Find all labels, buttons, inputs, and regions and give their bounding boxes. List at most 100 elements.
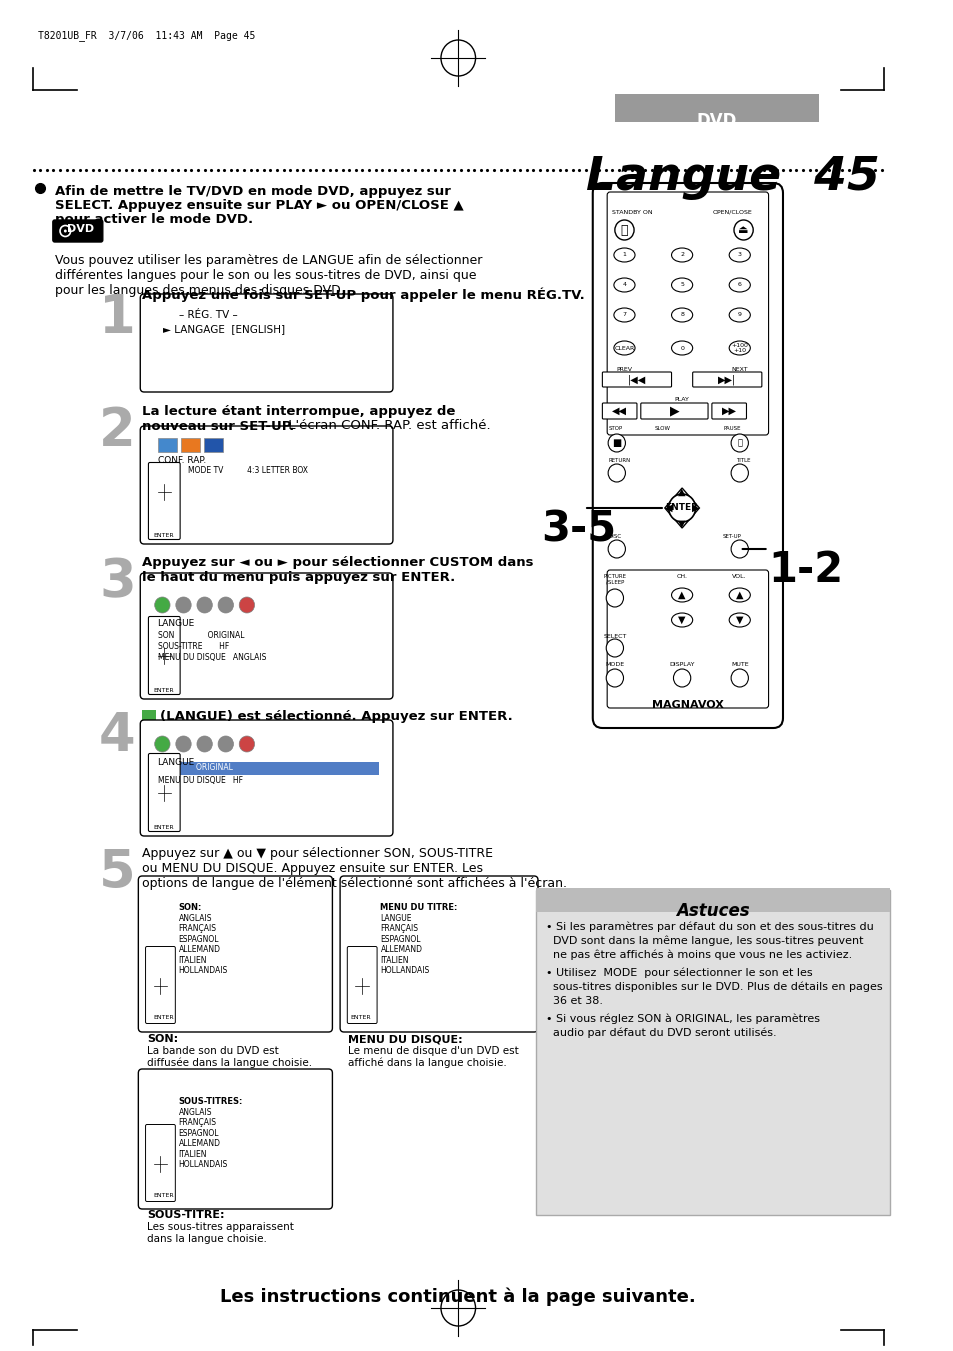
Text: MENU DU DISQUE   HF: MENU DU DISQUE HF <box>157 775 242 785</box>
Ellipse shape <box>728 340 749 355</box>
Text: ▶: ▶ <box>691 503 699 513</box>
Text: ENTER: ENTER <box>153 688 174 693</box>
Circle shape <box>668 494 695 521</box>
Text: ENTER: ENTER <box>153 825 174 830</box>
Text: MODE: MODE <box>604 662 624 667</box>
Text: ▲: ▲ <box>735 590 742 600</box>
Circle shape <box>730 463 747 482</box>
FancyBboxPatch shape <box>140 573 393 698</box>
Bar <box>142 711 155 724</box>
Ellipse shape <box>728 613 749 627</box>
Text: CONF. RAP.: CONF. RAP. <box>157 457 206 465</box>
FancyBboxPatch shape <box>601 372 671 386</box>
Text: 4: 4 <box>99 711 135 762</box>
Text: PREV: PREV <box>616 367 632 372</box>
Text: ENTER: ENTER <box>153 1193 174 1198</box>
Text: 5: 5 <box>99 847 135 898</box>
Text: ▼: ▼ <box>678 519 685 530</box>
Text: 1: 1 <box>99 292 135 345</box>
Text: 9: 9 <box>737 312 741 317</box>
Text: SET-UP: SET-UP <box>721 534 740 539</box>
Bar <box>180 438 199 453</box>
Text: ne pas être affichés à moins que vous ne les activiez.: ne pas être affichés à moins que vous ne… <box>545 950 851 961</box>
Text: ⏸: ⏸ <box>737 439 741 447</box>
Text: Langue  45: Langue 45 <box>585 155 879 200</box>
Circle shape <box>730 540 747 558</box>
Text: 2: 2 <box>99 405 135 457</box>
Bar <box>155 762 378 775</box>
Text: DVD: DVD <box>67 224 94 234</box>
Circle shape <box>175 597 191 613</box>
Text: 2: 2 <box>679 253 683 258</box>
Circle shape <box>730 434 747 453</box>
FancyBboxPatch shape <box>615 95 818 122</box>
Text: 1-2: 1-2 <box>768 549 842 590</box>
Circle shape <box>607 540 625 558</box>
Text: ▲: ▲ <box>678 590 685 600</box>
Circle shape <box>605 589 623 607</box>
Ellipse shape <box>671 249 692 262</box>
Text: – RÉG. TV –: – RÉG. TV – <box>178 309 237 320</box>
FancyBboxPatch shape <box>711 403 745 419</box>
Text: ENTER: ENTER <box>351 1015 371 1020</box>
Text: PICTURE
/SLEEP: PICTURE /SLEEP <box>602 574 626 585</box>
Text: audio par défaut du DVD seront utilisés.: audio par défaut du DVD seront utilisés. <box>545 1028 776 1039</box>
FancyBboxPatch shape <box>146 947 175 1024</box>
Text: CH.: CH. <box>676 574 687 580</box>
Bar <box>536 888 889 912</box>
Ellipse shape <box>613 340 635 355</box>
Text: La bande son du DVD est
diffusée dans la langue choisie.: La bande son du DVD est diffusée dans la… <box>147 1046 312 1069</box>
Ellipse shape <box>613 278 635 292</box>
Text: OPEN/CLOSE: OPEN/CLOSE <box>712 209 751 215</box>
Circle shape <box>607 434 625 453</box>
Text: ▶▶|: ▶▶| <box>718 374 736 385</box>
Text: Appuyez une fois sur SET-UP pour appeler le menu RÉG.TV.: Appuyez une fois sur SET-UP pour appeler… <box>142 288 584 303</box>
Text: PLAY: PLAY <box>674 397 689 403</box>
Ellipse shape <box>671 588 692 603</box>
FancyBboxPatch shape <box>146 1124 175 1201</box>
Text: ORIGINAL: ORIGINAL <box>157 763 233 771</box>
FancyBboxPatch shape <box>149 616 180 694</box>
Text: ANGLAIS
FRANÇAIS
ESPAGNOL
ALLEMAND
ITALIEN
HOLLANDAIS: ANGLAIS FRANÇAIS ESPAGNOL ALLEMAND ITALI… <box>178 1108 228 1169</box>
Ellipse shape <box>671 278 692 292</box>
Ellipse shape <box>671 308 692 322</box>
Text: SOUS-TITRE:: SOUS-TITRE: <box>147 1210 224 1220</box>
Text: • Si vous réglez SON à ORIGINAL, les paramètres: • Si vous réglez SON à ORIGINAL, les par… <box>545 1015 819 1024</box>
FancyBboxPatch shape <box>606 570 768 708</box>
Ellipse shape <box>728 249 749 262</box>
Text: TITLE: TITLE <box>736 458 750 463</box>
Circle shape <box>239 736 254 753</box>
Circle shape <box>154 736 170 753</box>
Text: MODE TV          4:3 LETTER BOX: MODE TV 4:3 LETTER BOX <box>188 466 308 476</box>
Circle shape <box>730 669 747 688</box>
Circle shape <box>196 736 213 753</box>
Text: (LANGUE) est sélectionné. Appuyez sur ENTER.: (LANGUE) est sélectionné. Appuyez sur EN… <box>160 711 513 723</box>
Text: Les instructions continuent à la page suivante.: Les instructions continuent à la page su… <box>220 1288 696 1306</box>
Text: • Utilisez  MODE  pour sélectionner le son et les: • Utilisez MODE pour sélectionner le son… <box>545 969 811 978</box>
Text: SON:: SON: <box>178 902 202 912</box>
Text: ► LANGAGE  [ENGLISH]: ► LANGAGE [ENGLISH] <box>163 324 285 334</box>
Text: SOUS-TITRES:: SOUS-TITRES: <box>178 1097 243 1106</box>
Text: STANDBY ON: STANDBY ON <box>611 209 652 215</box>
Text: VOL.: VOL. <box>732 574 746 580</box>
Text: SLOW: SLOW <box>654 426 670 431</box>
FancyBboxPatch shape <box>640 403 707 419</box>
Polygon shape <box>664 488 699 528</box>
FancyBboxPatch shape <box>140 426 393 544</box>
Text: ◀: ◀ <box>664 503 672 513</box>
Circle shape <box>175 736 191 753</box>
FancyBboxPatch shape <box>52 220 103 242</box>
Text: MENU DU DISQUE   ANGLAIS: MENU DU DISQUE ANGLAIS <box>157 653 266 662</box>
Text: Appuyez sur ◄ ou ► pour sélectionner CUSTOM dans
le haut du menu puis appuyez su: Appuyez sur ◄ ou ► pour sélectionner CUS… <box>142 557 533 584</box>
Text: SELECT. Appuyez ensuite sur PLAY ► ou OPEN/CLOSE ▲: SELECT. Appuyez ensuite sur PLAY ► ou OP… <box>54 199 463 212</box>
Text: SOUS-TITRE       HF: SOUS-TITRE HF <box>157 642 229 651</box>
Text: ANGLAIS
FRANÇAIS
ESPAGNOL
ALLEMAND
ITALIEN
HOLLANDAIS: ANGLAIS FRANÇAIS ESPAGNOL ALLEMAND ITALI… <box>178 915 228 975</box>
Circle shape <box>673 669 690 688</box>
Text: 4: 4 <box>621 282 626 288</box>
Text: ⏏: ⏏ <box>738 226 748 235</box>
Ellipse shape <box>613 308 635 322</box>
FancyBboxPatch shape <box>606 192 768 435</box>
Circle shape <box>64 230 67 232</box>
Text: ▼: ▼ <box>735 615 742 626</box>
Text: LANGUE
FRANÇAIS
ESPAGNOL
ALLEMAND
ITALIEN
HOLLANDAIS: LANGUE FRANÇAIS ESPAGNOL ALLEMAND ITALIE… <box>380 915 429 975</box>
